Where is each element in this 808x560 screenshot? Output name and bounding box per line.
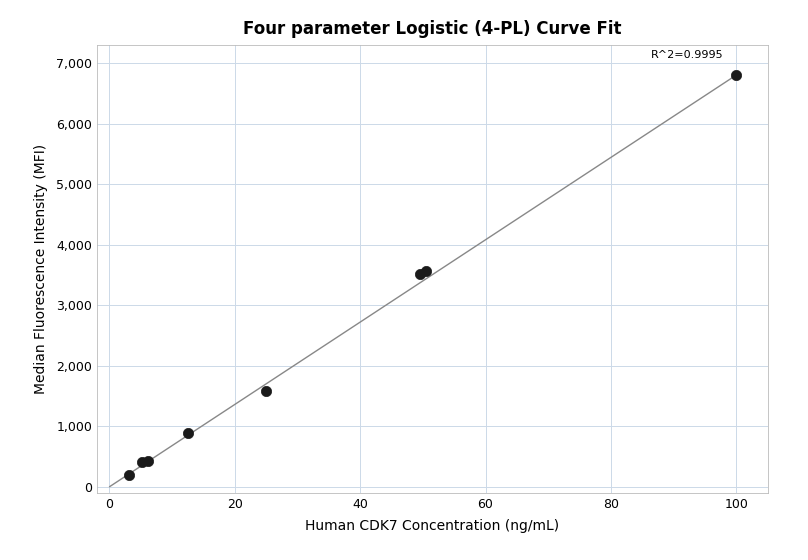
Point [259, 386, 272, 395]
Point [419, 267, 432, 276]
X-axis label: Human CDK7 Concentration (ng/mL): Human CDK7 Concentration (ng/mL) [305, 519, 559, 533]
Title: Four parameter Logistic (4-PL) Curve Fit: Four parameter Logistic (4-PL) Curve Fit [243, 20, 621, 38]
Point [181, 429, 194, 438]
Point [413, 269, 426, 278]
Point [730, 71, 743, 80]
Point [142, 457, 155, 466]
Point [123, 470, 136, 479]
Text: R^2=0.9995: R^2=0.9995 [651, 50, 724, 60]
Point [136, 457, 149, 466]
Y-axis label: Median Fluorescence Intensity (MFI): Median Fluorescence Intensity (MFI) [34, 144, 48, 394]
